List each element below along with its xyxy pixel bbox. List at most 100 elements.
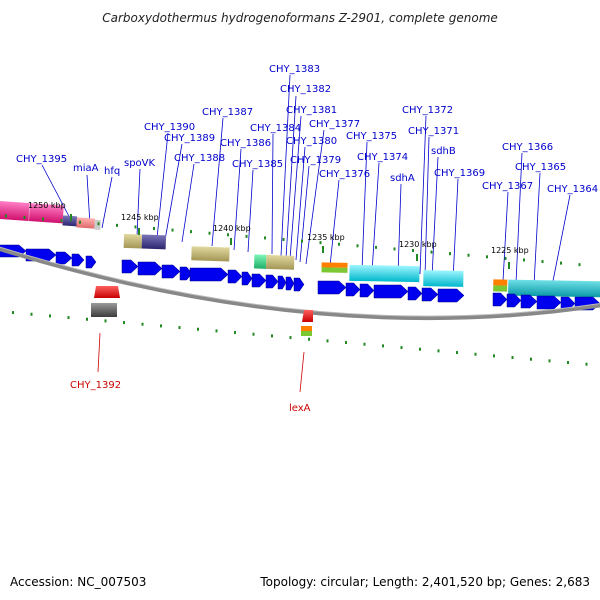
reverse-gene-lexa[interactable] bbox=[302, 310, 313, 322]
gene-label[interactable]: CHY_1364 bbox=[547, 184, 598, 195]
gene-label[interactable]: CHY_1392 bbox=[70, 380, 121, 391]
tick-mark bbox=[245, 234, 248, 238]
gene-label[interactable]: CHY_1384 bbox=[250, 123, 301, 134]
feature-bar-orange-b[interactable] bbox=[493, 279, 508, 286]
reverse-gene-gray-block[interactable] bbox=[91, 303, 117, 317]
gene-arrow[interactable] bbox=[137, 261, 163, 276]
gene-arrow[interactable] bbox=[373, 284, 409, 299]
gene-label[interactable]: miaA bbox=[73, 163, 99, 174]
feature-bar-green[interactable] bbox=[321, 267, 348, 273]
label-leader-line bbox=[329, 179, 340, 267]
gene-label[interactable]: CHY_1387 bbox=[202, 107, 253, 118]
label-leader-line bbox=[164, 143, 183, 241]
label-leader-line bbox=[551, 194, 571, 287]
tick-mark bbox=[530, 357, 532, 361]
feature-bar-magenta[interactable] bbox=[0, 200, 64, 224]
gene-label[interactable]: hfq bbox=[104, 166, 120, 177]
gene-arrow[interactable] bbox=[345, 282, 361, 297]
tick-mark bbox=[511, 356, 514, 360]
gene-arrow[interactable] bbox=[359, 283, 375, 298]
gene-label[interactable]: sdhB bbox=[431, 146, 456, 157]
gene-label[interactable]: CHY_1390 bbox=[144, 122, 195, 133]
gene-label[interactable]: lexA bbox=[289, 403, 311, 414]
tick-mark bbox=[23, 215, 26, 219]
gene-arrow[interactable] bbox=[520, 294, 538, 309]
gene-label[interactable]: CHY_1367 bbox=[482, 181, 533, 192]
gene-label[interactable]: CHY_1389 bbox=[164, 133, 215, 144]
gene-label[interactable]: CHY_1371 bbox=[408, 126, 459, 137]
kbp-label: 1235 kbp bbox=[307, 233, 345, 242]
reverse-gene-lexa-green[interactable] bbox=[301, 331, 312, 336]
gene-label[interactable]: CHY_1365 bbox=[515, 162, 566, 173]
tick-mark bbox=[123, 321, 125, 325]
gene-label[interactable]: sdhA bbox=[390, 173, 415, 184]
feature-bar-cyan-a[interactable] bbox=[349, 264, 420, 283]
label-leader-line bbox=[156, 132, 169, 239]
gene-arrow[interactable] bbox=[536, 295, 562, 310]
feature-bar-rose[interactable] bbox=[76, 217, 95, 229]
tick-mark bbox=[153, 227, 155, 231]
gene-arrow[interactable] bbox=[277, 275, 287, 290]
gene-label[interactable]: CHY_1376 bbox=[319, 169, 370, 180]
feature-bar-olive-c[interactable] bbox=[265, 254, 295, 270]
gene-arrow[interactable] bbox=[560, 296, 576, 311]
gene-arrow[interactable] bbox=[492, 292, 508, 307]
gene-label[interactable]: CHY_1375 bbox=[346, 131, 397, 142]
gene-label[interactable]: CHY_1374 bbox=[357, 152, 408, 163]
tick-mark bbox=[282, 238, 285, 242]
gene-arrow[interactable] bbox=[121, 259, 139, 274]
gene-arrow[interactable] bbox=[227, 269, 243, 284]
feature-bar-olive-a[interactable] bbox=[123, 233, 143, 249]
gene-label[interactable]: CHY_1382 bbox=[280, 84, 331, 95]
gene-arrow[interactable] bbox=[293, 277, 305, 292]
label-leader-line bbox=[299, 351, 305, 393]
gene-label[interactable]: CHY_1379 bbox=[290, 155, 341, 166]
tick-mark bbox=[271, 334, 273, 338]
gene-arrow[interactable] bbox=[161, 264, 181, 279]
gene-label[interactable]: CHY_1395 bbox=[16, 154, 67, 165]
feature-bar-cyan-b[interactable] bbox=[423, 270, 464, 287]
tick-mark bbox=[437, 349, 440, 353]
kbp-label: 1245 kbp bbox=[121, 213, 159, 222]
feature-bar-navy[interactable] bbox=[141, 234, 167, 250]
gene-arrow[interactable] bbox=[71, 253, 85, 267]
gene-label[interactable]: CHY_1377 bbox=[309, 119, 360, 130]
gene-label[interactable]: CHY_1372 bbox=[402, 105, 453, 116]
gene-label[interactable]: spoVK bbox=[124, 158, 156, 169]
gene-label[interactable]: CHY_1386 bbox=[220, 138, 271, 149]
gene-arrow[interactable] bbox=[241, 271, 253, 286]
label-leader-line bbox=[371, 162, 380, 273]
feature-bar-navy-small[interactable] bbox=[62, 215, 78, 227]
feature-bar-mint[interactable] bbox=[253, 254, 267, 269]
gene-arrow[interactable] bbox=[285, 276, 295, 291]
feature-bar-teal[interactable] bbox=[508, 279, 600, 298]
reverse-gene-chy1392[interactable] bbox=[94, 286, 120, 298]
feature-bar-green-b[interactable] bbox=[493, 285, 508, 292]
gene-arrow[interactable] bbox=[189, 267, 229, 282]
gene-arrow[interactable] bbox=[506, 293, 522, 308]
feature-bar-orange[interactable] bbox=[321, 262, 348, 268]
gene-label[interactable]: CHY_1388 bbox=[174, 153, 225, 164]
tick-mark bbox=[541, 260, 544, 264]
gene-arrow[interactable] bbox=[55, 251, 73, 265]
gene-arrow[interactable] bbox=[85, 255, 97, 269]
gene-label[interactable]: CHY_1380 bbox=[286, 136, 337, 147]
gene-label[interactable]: CHY_1385 bbox=[232, 159, 283, 170]
reverse-gene-lexa-orange[interactable] bbox=[301, 326, 312, 331]
gene-arrow[interactable] bbox=[251, 273, 267, 288]
feature-bar-olive-b[interactable] bbox=[191, 246, 230, 262]
gene-label[interactable]: CHY_1383 bbox=[269, 64, 320, 75]
gene-arrow[interactable] bbox=[407, 286, 423, 301]
kbp-label: 1240 kbp bbox=[213, 224, 251, 233]
gene-arrow[interactable] bbox=[421, 287, 439, 302]
gene-label[interactable]: CHY_1369 bbox=[434, 168, 485, 179]
tick-mark bbox=[345, 341, 347, 345]
gene-arrow[interactable] bbox=[179, 266, 193, 281]
gene-label[interactable]: CHY_1366 bbox=[502, 142, 553, 153]
gene-arrow[interactable] bbox=[437, 288, 465, 303]
tick-mark bbox=[5, 214, 7, 218]
accession-text: Accession: NC_007503 bbox=[10, 575, 146, 589]
gene-arrow[interactable] bbox=[265, 274, 279, 289]
gene-arrow[interactable] bbox=[317, 280, 347, 295]
gene-label[interactable]: CHY_1381 bbox=[286, 105, 337, 116]
